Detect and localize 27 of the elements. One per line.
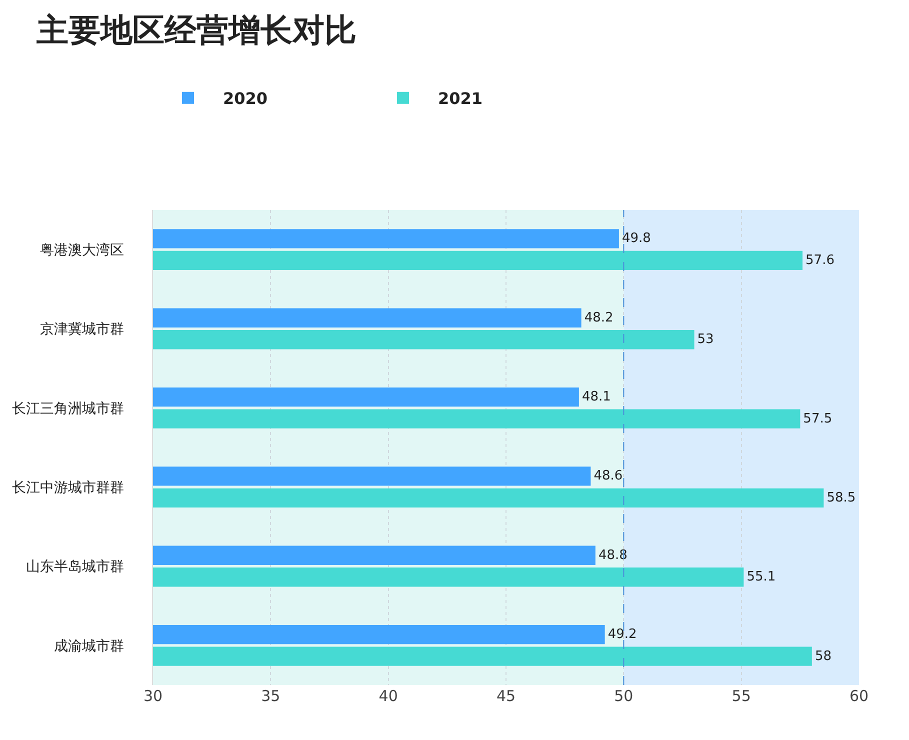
data-label: 48.2 xyxy=(584,310,614,326)
y-tick-label: 山东半岛城市群 xyxy=(26,559,124,576)
data-label: 53 xyxy=(697,332,714,348)
x-tick-label: 55 xyxy=(732,687,751,705)
x-tick-label: 45 xyxy=(496,687,516,705)
chart-title: 主要地区经营增长对比 xyxy=(35,10,356,49)
data-label: 49.8 xyxy=(622,231,651,246)
data-label: 49.2 xyxy=(608,627,637,642)
data-label: 48.6 xyxy=(594,468,623,484)
x-tick-label: 35 xyxy=(261,687,280,705)
data-label: 58 xyxy=(814,648,832,664)
y-tick-label: 京津冀城市群 xyxy=(40,322,124,338)
x-tick-label: 30 xyxy=(143,687,163,705)
data-label: 57.5 xyxy=(803,411,832,426)
data-label: 55.1 xyxy=(746,570,776,585)
data-label: 58.5 xyxy=(826,490,856,506)
y-tick-label: 长江中游城市群群 xyxy=(12,480,124,496)
y-tick-label: 成渝城市群 xyxy=(54,638,124,654)
x-tick-label: 40 xyxy=(378,687,398,705)
y-tick-label: 粤港澳大湾区 xyxy=(40,242,124,258)
y-tick-label: 长江三角洲城市群 xyxy=(12,400,124,417)
x-tick-label: 50 xyxy=(614,687,634,705)
legend-label: 2021 xyxy=(438,89,483,108)
x-tick-label: 60 xyxy=(849,687,869,705)
data-label: 48.1 xyxy=(582,390,611,405)
legend-label: 2020 xyxy=(223,89,268,108)
data-label: 57.6 xyxy=(806,252,834,268)
